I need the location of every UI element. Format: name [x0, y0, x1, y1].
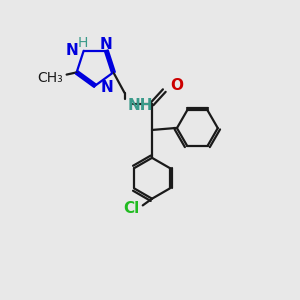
- Text: N: N: [101, 80, 114, 95]
- Text: O: O: [170, 78, 183, 93]
- Text: CH₃: CH₃: [37, 70, 63, 85]
- Text: N: N: [100, 37, 113, 52]
- Text: NH: NH: [127, 98, 153, 112]
- Text: Cl: Cl: [123, 201, 139, 216]
- Text: H: H: [78, 36, 88, 50]
- Text: N: N: [66, 43, 79, 58]
